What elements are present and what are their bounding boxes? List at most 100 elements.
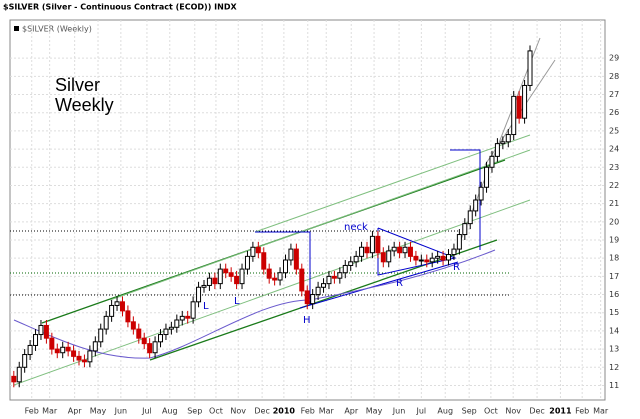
candle-body	[266, 268, 272, 279]
candle-body	[386, 250, 392, 263]
legend-swatch	[14, 26, 19, 31]
y-tick-label: 29	[609, 54, 619, 63]
candle-body	[467, 210, 473, 225]
candle-body	[255, 246, 261, 254]
y-tick-label: 23	[609, 163, 619, 172]
candle-body	[505, 134, 511, 143]
channel-line	[13, 199, 531, 386]
candle-body	[179, 315, 185, 321]
candle-body	[38, 324, 44, 336]
candle-body	[141, 337, 147, 345]
annotation: L	[234, 296, 240, 307]
candle-body	[407, 246, 413, 257]
candle-body	[190, 301, 196, 319]
y-tick-label: 20	[609, 217, 619, 226]
x-tick-label: 2010	[273, 407, 296, 416]
candle-body	[299, 268, 305, 292]
candle-body	[424, 259, 430, 263]
candle-body	[76, 355, 82, 361]
candle-body	[413, 255, 419, 261]
candle-body	[60, 346, 66, 354]
candle-body	[206, 277, 212, 286]
y-tick-label: 22	[609, 181, 619, 190]
x-tick-label: Aug	[162, 407, 178, 416]
candle-body	[212, 277, 218, 285]
x-tick-label: May	[90, 407, 107, 416]
candle-body	[98, 328, 104, 343]
candle-body	[380, 252, 386, 263]
candle-body	[54, 348, 60, 354]
candle-body	[261, 252, 267, 270]
candle-body	[16, 366, 22, 383]
annotation: R	[453, 262, 460, 273]
x-tick-label: Dec	[529, 407, 544, 416]
candle-body	[451, 248, 457, 256]
x-tick-label: Feb	[25, 407, 39, 416]
candle-body	[429, 257, 435, 263]
legend-label: $SILVER (Weekly)	[22, 25, 92, 34]
candle-body	[234, 275, 240, 285]
y-tick-label: 16	[609, 290, 619, 299]
neckline	[299, 261, 459, 309]
candle-body	[65, 346, 71, 352]
x-tick-label: Jun	[392, 407, 406, 416]
x-tick-label: Apr	[344, 407, 359, 416]
candle-body	[353, 255, 359, 263]
candle-body	[364, 246, 370, 254]
y-tick-label: 28	[609, 72, 619, 81]
y-tick-label: 21	[609, 199, 619, 208]
y-tick-label: 25	[609, 126, 619, 135]
candle-body	[152, 341, 158, 354]
candle-body	[446, 254, 452, 261]
y-tick-label: 17	[609, 272, 619, 281]
x-tick-label: Mar	[319, 407, 335, 416]
candle-body	[304, 290, 310, 305]
candle-body	[489, 155, 495, 168]
candle-body	[103, 315, 109, 330]
y-tick-label: 15	[609, 308, 619, 317]
candle-body	[87, 350, 93, 363]
x-tick-label: Apr	[68, 407, 83, 416]
candle-body	[440, 255, 446, 261]
x-tick-label: Jul	[141, 407, 152, 416]
candle-body	[174, 319, 180, 328]
candle-body	[130, 321, 136, 330]
x-tick-label: Jul	[416, 407, 427, 416]
candle-body	[49, 337, 55, 350]
candle-body	[196, 286, 202, 303]
candle-body	[136, 328, 142, 339]
candle-body	[500, 141, 506, 145]
candle-body	[342, 264, 348, 274]
channel-line	[109, 149, 531, 301]
y-tick-label: 11	[609, 381, 619, 390]
candle-body	[473, 199, 479, 212]
x-tick-label: Oct	[209, 407, 223, 416]
candle-body	[22, 354, 28, 368]
candle-body	[494, 143, 500, 157]
x-tick-label: Sep	[462, 407, 477, 416]
annotation: L	[203, 301, 209, 312]
candle-body	[418, 259, 424, 262]
candle-body	[321, 283, 327, 288]
candle-body	[217, 268, 223, 285]
y-tick-label: 26	[609, 108, 619, 117]
candle-body	[310, 294, 316, 305]
candle-body	[27, 344, 33, 356]
candle-body	[163, 328, 169, 336]
y-tick-label: 19	[609, 236, 619, 245]
candle-body	[315, 286, 321, 296]
candle-body	[92, 341, 98, 352]
x-tick-label: Jun	[114, 407, 128, 416]
y-tick-label: 24	[609, 145, 619, 154]
target-line	[450, 149, 481, 250]
candle-body	[43, 324, 49, 339]
x-tick-label: 2011	[549, 407, 572, 416]
x-tick-label: Aug	[437, 407, 453, 416]
candle-body	[168, 326, 174, 330]
candle-body	[250, 246, 256, 257]
candle-body	[462, 223, 468, 236]
candle-body	[288, 248, 294, 261]
candle-body	[456, 234, 462, 250]
x-tick-label: Nov	[505, 407, 521, 416]
